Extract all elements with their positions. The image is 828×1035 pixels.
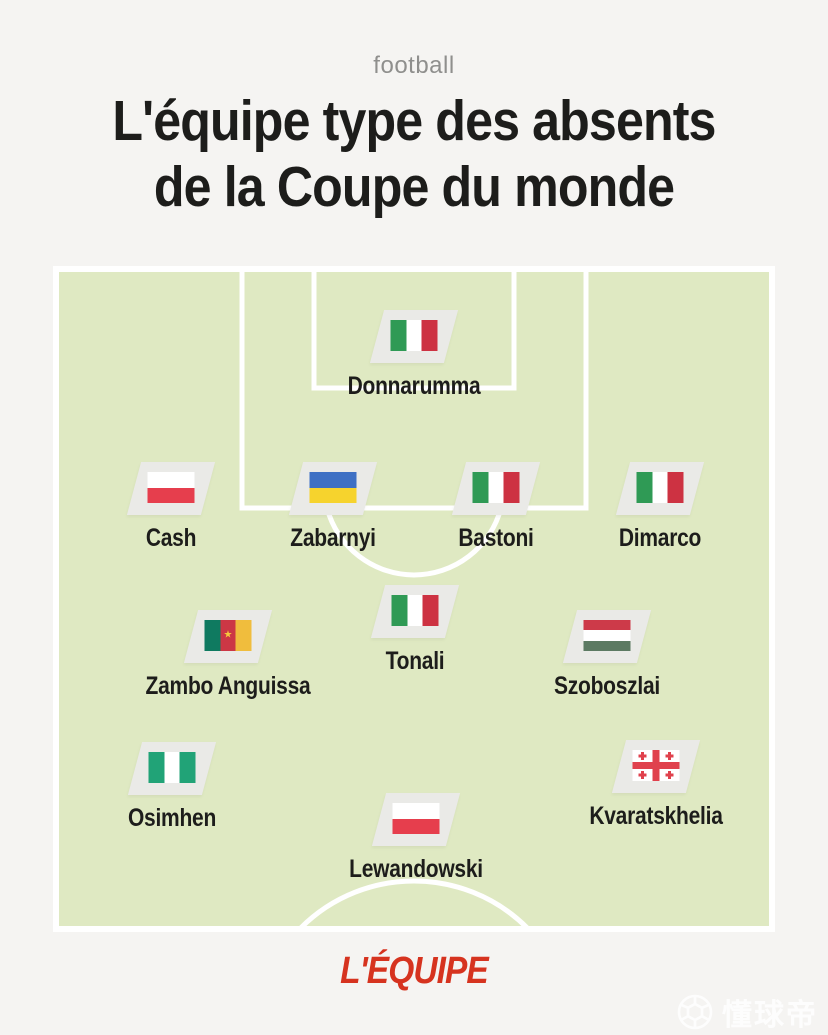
player-dimarco: Dimarco — [615, 462, 705, 552]
player-bastoni: Bastoni — [451, 462, 541, 552]
player-cash: Cash — [126, 462, 216, 552]
flag-poland-icon — [147, 472, 195, 503]
player-name: Lewandowski — [349, 855, 483, 883]
football-ball-icon — [677, 994, 713, 1030]
player-szoboszlai: Szoboszlai — [554, 610, 660, 700]
flag-poland-icon — [392, 803, 440, 834]
player-zambo-anguissa: ★ Zambo Anguissa — [146, 610, 311, 700]
watermark-text: 懂球帝 — [722, 999, 818, 1032]
page-title: L'équipe type des absents de la Coupe du… — [50, 88, 779, 220]
player-name: Osimhen — [127, 804, 217, 832]
flag-georgia-icon — [632, 750, 680, 781]
flag-italy-icon — [391, 595, 439, 626]
football-pitch: Donnarumma Cash Zabarnyi Bastoni Dimarco ★ Zam… — [53, 266, 775, 932]
penalty-box-line — [239, 272, 589, 511]
player-name: Dimarco — [618, 524, 702, 552]
goal-area-line — [311, 272, 517, 391]
player-name: Szoboszlai — [554, 672, 660, 700]
flag-cameroon-icon: ★ — [204, 620, 252, 651]
player-zabarnyi: Zabarnyi — [288, 462, 378, 552]
player-name: Tonali — [385, 647, 445, 675]
penalty-arc — [324, 507, 504, 578]
player-lewandowski: Lewandowski — [349, 793, 483, 883]
player-name: Donnarumma — [347, 372, 481, 400]
flag-italy-icon — [390, 320, 438, 351]
flag-italy-icon — [636, 472, 684, 503]
player-name: Zabarnyi — [290, 524, 376, 552]
lequipe-logo: L'ÉQUIPE — [340, 950, 489, 992]
player-tonali: Tonali — [370, 585, 460, 675]
flag-nigeria-icon — [148, 752, 196, 783]
page-title-line2: de la Coupe du monde — [153, 155, 675, 219]
player-name: Zambo Anguissa — [145, 672, 311, 700]
flag-ukraine-icon — [309, 472, 357, 503]
section-kicker: football — [373, 52, 455, 79]
page-title-line1: L'équipe type des absents — [112, 89, 716, 153]
player-name: Bastoni — [458, 524, 534, 552]
player-donnarumma: Donnarumma — [348, 310, 481, 400]
center-circle-arc — [293, 878, 535, 932]
flag-hungary-icon — [583, 620, 631, 651]
player-name: Cash — [145, 524, 197, 552]
flag-italy-icon — [472, 472, 520, 503]
player-osimhen: Osimhen — [127, 742, 216, 832]
player-kvaratskhelia: Kvaratskhelia — [589, 740, 723, 830]
player-name: Kvaratskhelia — [589, 802, 723, 830]
watermark: 懂球帝 — [676, 991, 818, 1033]
